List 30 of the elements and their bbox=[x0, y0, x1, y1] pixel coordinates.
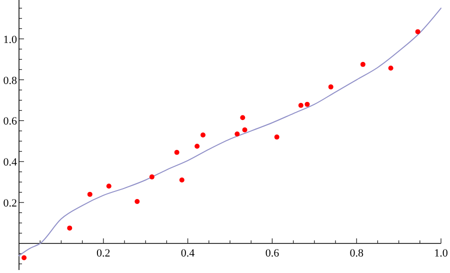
point bbox=[388, 66, 394, 71]
point bbox=[67, 226, 72, 231]
y-tick-label: 1.0 bbox=[3, 34, 18, 46]
point bbox=[87, 192, 92, 197]
point bbox=[194, 144, 200, 149]
x-tick-label: 0.6 bbox=[265, 247, 280, 260]
point bbox=[415, 29, 420, 34]
y-tick-label: 0.4 bbox=[3, 156, 18, 169]
y-tick-label: 0.8 bbox=[3, 74, 18, 87]
point bbox=[22, 255, 27, 260]
point bbox=[149, 174, 154, 180]
point bbox=[304, 102, 310, 107]
point bbox=[298, 102, 304, 108]
point bbox=[240, 115, 246, 120]
point bbox=[328, 84, 334, 90]
point bbox=[106, 184, 112, 189]
point bbox=[234, 131, 240, 136]
y-tick-label: 0.2 bbox=[3, 198, 17, 210]
y-tick-label: 0.6 bbox=[3, 116, 18, 128]
point bbox=[360, 62, 366, 67]
x-tick-label: 0.2 bbox=[96, 247, 110, 260]
point bbox=[274, 134, 280, 140]
point bbox=[242, 127, 248, 132]
x-tick-label: 0.4 bbox=[180, 247, 196, 260]
point bbox=[179, 178, 184, 182]
point bbox=[174, 150, 180, 155]
x-tick-label: 0.8 bbox=[350, 247, 364, 260]
point bbox=[134, 198, 140, 204]
x-tick-label: 1.0 bbox=[434, 247, 448, 260]
point bbox=[200, 132, 206, 138]
